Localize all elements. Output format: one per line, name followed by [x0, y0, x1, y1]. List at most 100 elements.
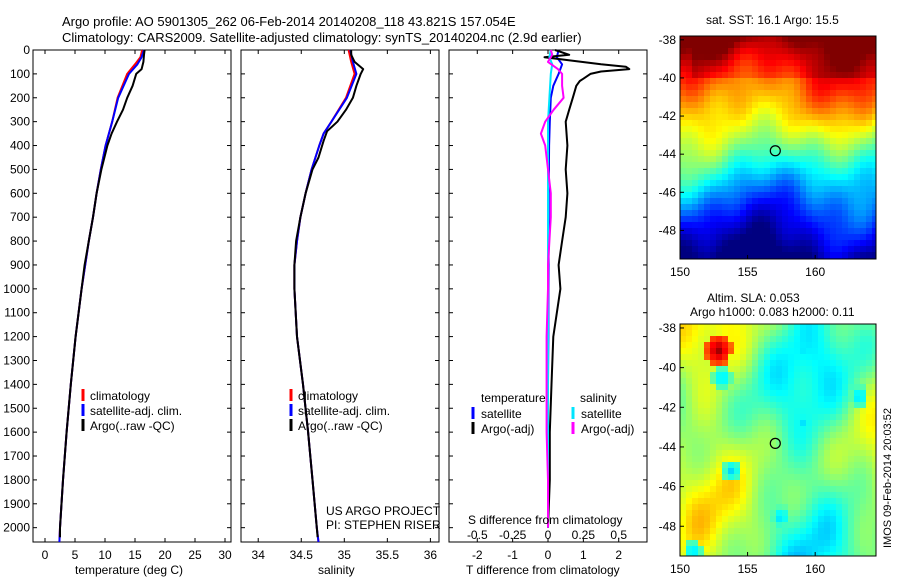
- heatmap-cell: [692, 486, 698, 492]
- heatmap-cell: [782, 36, 788, 42]
- heatmap-cell: [806, 348, 812, 354]
- heatmap-cell: [692, 204, 698, 210]
- heatmap-cell: [734, 252, 740, 258]
- heatmap-cell: [782, 132, 788, 138]
- heatmap-cell: [698, 120, 704, 126]
- heatmap-cell: [830, 120, 836, 126]
- heatmap-cell: [818, 546, 824, 552]
- map-x-tick-label: 150: [670, 265, 690, 279]
- heatmap-cell: [818, 414, 824, 420]
- heatmap-cell: [758, 414, 764, 420]
- heatmap-cell: [686, 504, 692, 510]
- heatmap-cell: [740, 204, 746, 210]
- heatmap-cell: [722, 540, 728, 546]
- heatmap-cell: [710, 174, 716, 180]
- heatmap-cell: [842, 234, 848, 240]
- heatmap-cell: [692, 84, 698, 90]
- heatmap-cell: [752, 468, 758, 474]
- heatmap-cell: [710, 120, 716, 126]
- heatmap-cell: [830, 432, 836, 438]
- heatmap-cell: [806, 156, 812, 162]
- heatmap-cell: [794, 414, 800, 420]
- heatmap-cell: [836, 66, 842, 72]
- heatmap-cell: [866, 84, 872, 90]
- heatmap-cell: [812, 432, 818, 438]
- heatmap-cell: [794, 72, 800, 78]
- heatmap-cell: [716, 384, 722, 390]
- heatmap-cell: [698, 198, 704, 204]
- heatmap-cell: [788, 198, 794, 204]
- heatmap-cell: [854, 516, 860, 522]
- heatmap-cell: [842, 366, 848, 372]
- heatmap-cell: [764, 486, 770, 492]
- heatmap-cell: [854, 540, 860, 546]
- heatmap-cell: [806, 234, 812, 240]
- heatmap-cell: [866, 390, 872, 396]
- sst-map-panel: sat. SST: 16.1 Argo: 15.5 150 155 160-38-4…: [659, 13, 877, 279]
- x-tick-label: 20: [158, 548, 172, 562]
- heatmap-cell: [836, 528, 842, 534]
- heatmap-cell: [782, 552, 788, 556]
- heatmap-cell: [722, 192, 728, 198]
- heatmap-cell: [734, 156, 740, 162]
- map-x-tick-label: 155: [738, 562, 758, 576]
- heatmap-cell: [740, 408, 746, 414]
- heatmap-cell: [728, 534, 734, 540]
- heatmap-cell: [734, 348, 740, 354]
- heatmap-cell: [854, 66, 860, 72]
- heatmap-cell: [800, 150, 806, 156]
- heatmap-cell: [698, 66, 704, 72]
- heatmap-cell: [872, 480, 876, 486]
- heatmap-cell: [680, 498, 686, 504]
- heatmap-cell: [704, 378, 710, 384]
- heatmap-cell: [866, 72, 872, 78]
- heatmap-cell: [818, 378, 824, 384]
- heatmap-cell: [842, 342, 848, 348]
- heatmap-cell: [728, 222, 734, 228]
- heatmap-cell: [740, 48, 746, 54]
- heatmap-cell: [848, 450, 854, 456]
- heatmap-cell: [770, 540, 776, 546]
- heatmap-cell: [866, 450, 872, 456]
- heatmap-cell: [830, 54, 836, 60]
- heatmap-cell: [752, 396, 758, 402]
- map-y-tick-label: -44: [659, 147, 677, 161]
- heatmap-cell: [710, 48, 716, 54]
- heatmap-cell: [782, 456, 788, 462]
- heatmap-cell: [776, 240, 782, 246]
- map-y-tick-label: -46: [659, 185, 677, 199]
- heatmap-cell: [710, 462, 716, 468]
- heatmap-cell: [698, 156, 704, 162]
- heatmap-cell: [854, 144, 860, 150]
- heatmap-cell: [848, 516, 854, 522]
- heatmap-cell: [680, 252, 686, 258]
- heatmap-cell: [794, 42, 800, 48]
- heatmap-cell: [842, 336, 848, 342]
- heatmap-cell: [692, 234, 698, 240]
- heatmap-cell: [812, 216, 818, 222]
- heatmap-cell: [836, 84, 842, 90]
- heatmap-cell: [710, 252, 716, 258]
- heatmap-cell: [782, 66, 788, 72]
- heatmap-cell: [752, 402, 758, 408]
- heatmap-cell: [860, 534, 866, 540]
- heatmap-cell: [758, 174, 764, 180]
- heatmap-cell: [806, 414, 812, 420]
- heatmap-cell: [728, 336, 734, 342]
- heatmap-cell: [860, 378, 866, 384]
- heatmap-cell: [872, 486, 876, 492]
- heatmap-cell: [776, 504, 782, 510]
- heatmap-cell: [854, 408, 860, 414]
- heatmap-cell: [752, 108, 758, 114]
- heatmap-cell: [740, 552, 746, 556]
- heatmap-cell: [782, 126, 788, 132]
- heatmap-cell: [818, 354, 824, 360]
- heatmap-cell: [872, 330, 876, 336]
- heatmap-cell: [734, 528, 740, 534]
- heatmap-cell: [692, 468, 698, 474]
- heatmap-cell: [788, 438, 794, 444]
- heatmap-cell: [860, 336, 866, 342]
- heatmap-cell: [680, 138, 686, 144]
- heatmap-cell: [848, 462, 854, 468]
- heatmap-cell: [854, 342, 860, 348]
